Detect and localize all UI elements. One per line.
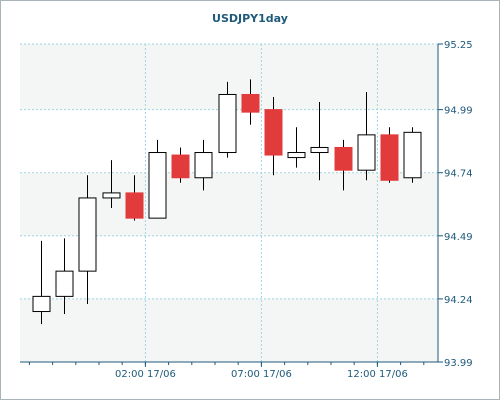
candle bbox=[32, 240, 51, 325]
candle bbox=[241, 79, 260, 125]
candle bbox=[287, 127, 306, 168]
candle-body-up bbox=[148, 152, 167, 219]
candle-body-up bbox=[403, 131, 422, 179]
axes: 93.99 94.24 94.49 94.74 94.99 95.25 02:00 17/0… bbox=[20, 40, 473, 380]
candle bbox=[357, 91, 376, 181]
candle-body-up bbox=[218, 93, 237, 154]
candle bbox=[264, 97, 283, 176]
y-tick-label: 93.99 bbox=[444, 358, 473, 369]
candles bbox=[32, 79, 422, 325]
candle bbox=[334, 139, 353, 191]
candle-body-up bbox=[194, 152, 213, 179]
candle-body-up bbox=[55, 270, 74, 297]
candle-body-down bbox=[125, 192, 144, 219]
candle-body-down bbox=[171, 154, 190, 179]
candle bbox=[55, 238, 74, 315]
x-tick-label: 02:00 17/06 bbox=[115, 369, 176, 380]
x-tick-label: 12:00 17/06 bbox=[347, 369, 408, 380]
candle bbox=[310, 102, 329, 181]
candle bbox=[403, 127, 422, 183]
y-tick-label: 95.25 bbox=[444, 40, 473, 51]
y-tick-label: 94.49 bbox=[444, 232, 473, 243]
candle-body-up bbox=[310, 146, 329, 154]
candle-body-up bbox=[78, 197, 97, 272]
candle-body-up bbox=[287, 152, 306, 159]
candle bbox=[194, 139, 213, 191]
y-tick-label: 94.74 bbox=[444, 169, 473, 180]
candle bbox=[125, 175, 144, 221]
candle bbox=[218, 81, 237, 158]
candle-body-up bbox=[32, 295, 51, 313]
candle-body-down bbox=[334, 146, 353, 171]
x-tick-label: 07:00 17/06 bbox=[231, 369, 292, 380]
y-tick-label: 94.24 bbox=[444, 295, 473, 306]
candle-body-up bbox=[102, 192, 121, 199]
candle bbox=[148, 139, 167, 219]
candle bbox=[78, 175, 97, 304]
candle bbox=[380, 127, 399, 183]
candle-body-down bbox=[241, 93, 260, 113]
candle-body-down bbox=[264, 109, 283, 156]
y-tick-label: 94.99 bbox=[444, 106, 473, 117]
candle-body-up bbox=[357, 134, 376, 171]
chart-title: USDJPY1day bbox=[212, 12, 288, 25]
candle bbox=[171, 147, 190, 183]
candle-body-down bbox=[380, 134, 399, 181]
candle bbox=[102, 160, 121, 209]
